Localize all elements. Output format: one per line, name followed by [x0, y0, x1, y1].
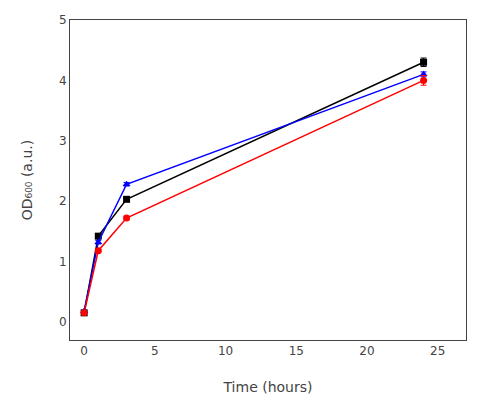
- svg-text:0: 0: [80, 344, 88, 358]
- svg-text:25: 25: [430, 344, 445, 358]
- svg-text:Time (hours): Time (hours): [223, 379, 313, 395]
- svg-text:4: 4: [59, 74, 67, 88]
- svg-text:5: 5: [59, 13, 67, 27]
- svg-text:5: 5: [151, 344, 159, 358]
- svg-text:0: 0: [59, 315, 67, 329]
- svg-text:20: 20: [359, 344, 374, 358]
- svg-text:1: 1: [59, 255, 67, 269]
- svg-text:10: 10: [218, 344, 233, 358]
- svg-text:OD₆₀₀ (a.u.): OD₆₀₀ (a.u.): [19, 140, 35, 220]
- svg-text:15: 15: [289, 344, 304, 358]
- svg-text:3: 3: [59, 134, 67, 148]
- svg-text:2: 2: [59, 194, 67, 208]
